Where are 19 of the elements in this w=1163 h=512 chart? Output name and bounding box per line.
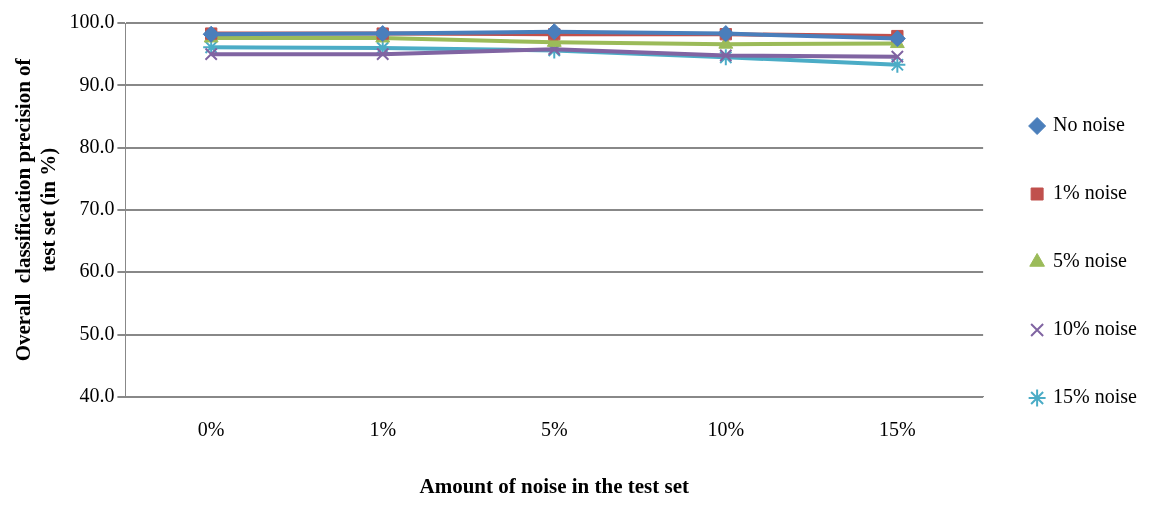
x-tick-label: 1% bbox=[369, 418, 397, 441]
y-tick-label: 70.0 bbox=[79, 197, 115, 220]
legend-label: 5% noise bbox=[1053, 249, 1128, 272]
y-axis-title: Overall classification precision of test set (in %) bbox=[11, 57, 61, 362]
y-tick-label: 90.0 bbox=[79, 72, 115, 95]
legend-label: 1% noise bbox=[1053, 181, 1128, 204]
x-tick-label: 5% bbox=[540, 418, 568, 441]
x-axis-title: Amount of noise in the test set bbox=[419, 473, 690, 498]
y-tick-label: 60.0 bbox=[79, 259, 115, 282]
y-tick-label: 50.0 bbox=[79, 321, 115, 344]
y-tick-label: 100.0 bbox=[69, 10, 115, 33]
legend-label: 15% noise bbox=[1053, 385, 1138, 408]
y-tick-label: 80.0 bbox=[79, 134, 115, 157]
x-tick-label: 15% bbox=[879, 418, 916, 441]
legend-label: 10% noise bbox=[1053, 317, 1138, 340]
x-tick-label: 0% bbox=[197, 418, 225, 441]
x-tick-label: 10% bbox=[707, 418, 745, 441]
legend-label: No noise bbox=[1053, 113, 1125, 136]
y-tick-label: 40.0 bbox=[79, 384, 115, 407]
